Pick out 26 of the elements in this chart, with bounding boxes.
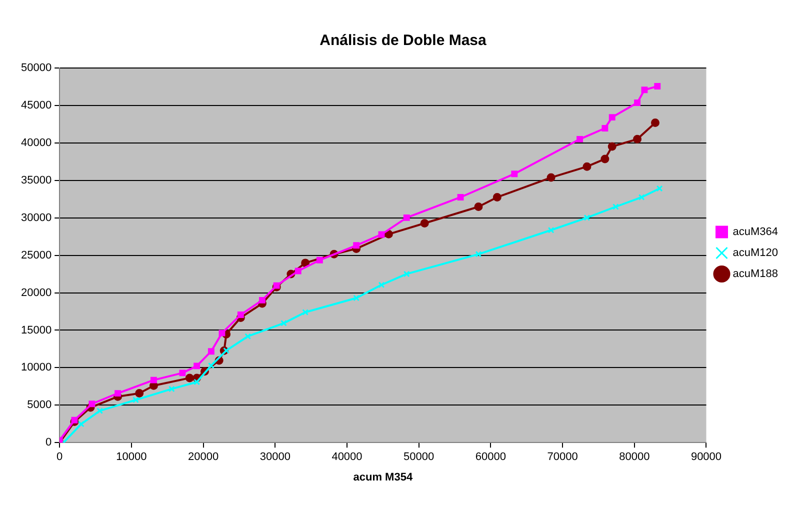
x-tick-label: 10000 [116, 451, 147, 464]
y-tick-label: 20000 [20, 286, 52, 299]
x-tick-label: 90000 [690, 451, 722, 464]
chart-title: Análisis de Doble Masa [320, 32, 488, 50]
x-tick-label: 60000 [475, 451, 506, 464]
y-tick-label: 50000 [20, 62, 52, 74]
y-tick-label: 10000 [20, 362, 52, 374]
legend-label: acuM120 [732, 247, 778, 260]
x-tick-label: 70000 [547, 451, 578, 464]
y-tick-label: 5000 [27, 399, 52, 412]
x-tick-label: 50000 [404, 451, 434, 464]
y-tick-label: 15000 [20, 324, 52, 336]
x-tick-label: 40000 [332, 451, 362, 464]
y-tick-label: 25000 [20, 249, 52, 262]
legend-label: acuM188 [732, 268, 778, 280]
y-tick-label: 0 [45, 436, 52, 449]
y-tick-label: 30000 [20, 212, 52, 224]
x-tick-label: 30000 [260, 451, 290, 464]
x-tick-label: 20000 [188, 451, 219, 464]
legend-label: acuM364 [732, 226, 778, 238]
y-tick-label: 45000 [20, 99, 52, 112]
x-tick-label: 0 [56, 451, 63, 464]
y-tick-label: 40000 [20, 136, 52, 149]
y-tick-label: 35000 [20, 174, 52, 186]
x-axis-title: acum M354 [353, 471, 414, 484]
x-tick-label: 80000 [619, 451, 650, 464]
